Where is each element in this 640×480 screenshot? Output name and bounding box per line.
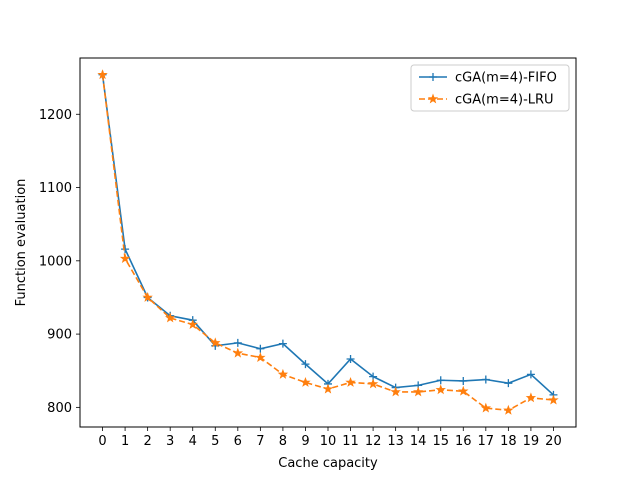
y-tick-label: 1200 [39, 108, 72, 123]
y-axis-ticks: 800 900 1000 1100 1200 [39, 108, 80, 416]
x-tick-label: 1 [121, 434, 129, 449]
x-tick-label: 8 [279, 434, 287, 449]
x-tick-label: 9 [301, 434, 309, 449]
x-tick-label: 0 [98, 434, 106, 449]
data-point-series-1 [256, 344, 265, 353]
data-point-series-1 [526, 370, 535, 379]
data-point-series-2 [300, 376, 311, 387]
data-point-series-2 [187, 319, 198, 329]
data-point-series-1 [459, 376, 468, 385]
legend-marker-2 [427, 93, 439, 104]
data-point-series-1 [436, 376, 445, 385]
data-point-series-1 [481, 375, 490, 384]
y-tick-label: 800 [47, 401, 72, 416]
x-tick-label: 18 [500, 434, 517, 449]
x-tick-label: 19 [523, 434, 540, 449]
series-layer [97, 69, 559, 415]
data-point-series-2 [390, 386, 401, 397]
x-tick-label: 16 [455, 434, 472, 449]
legend-label-2: cGA(m=4)-LRU [455, 93, 554, 108]
data-point-series-2 [480, 402, 492, 413]
x-tick-label: 14 [410, 434, 427, 449]
x-tick-label: 17 [478, 434, 495, 449]
data-point-series-2 [345, 376, 356, 387]
data-point-series-1 [121, 245, 130, 254]
y-axis-label: Function evaluation [14, 179, 29, 307]
y-tick-label: 1100 [39, 181, 72, 196]
legend-label-1: cGA(m=4)-FIFO [455, 71, 557, 86]
y-tick-label: 1000 [39, 254, 72, 269]
data-point-series-1 [301, 360, 310, 369]
data-point-series-2 [164, 312, 176, 323]
x-axis-label: Cache capacity [278, 456, 378, 471]
data-point-series-2 [458, 385, 469, 396]
x-tick-label: 7 [256, 434, 264, 449]
data-point-series-1 [233, 338, 242, 347]
data-point-series-2 [142, 291, 153, 302]
legend: cGA(m=4)-FIFO cGA(m=4)-LRU [410, 64, 570, 112]
x-tick-label: 4 [189, 434, 197, 449]
data-point-series-2 [367, 378, 379, 389]
data-point-series-2 [210, 337, 221, 348]
data-point-series-2 [232, 347, 244, 358]
x-tick-label: 20 [545, 434, 562, 449]
x-tick-label: 5 [211, 434, 219, 449]
data-point-series-2 [322, 383, 334, 394]
x-tick-label: 10 [320, 434, 337, 449]
legend-box [410, 64, 570, 112]
data-point-series-2 [435, 384, 446, 395]
x-tick-label: 6 [234, 434, 242, 449]
x-tick-label: 12 [365, 434, 382, 449]
data-point-series-2 [548, 394, 559, 405]
data-point-series-2 [412, 386, 424, 397]
data-point-series-2 [503, 404, 514, 415]
x-tick-label: 2 [143, 434, 151, 449]
data-point-series-1 [278, 339, 287, 348]
data-point-series-2 [97, 69, 108, 80]
x-tick-label: 3 [166, 434, 174, 449]
data-point-series-1 [346, 355, 355, 364]
x-tick-label: 15 [432, 434, 449, 449]
data-point-series-2 [119, 253, 131, 264]
data-point-series-2 [525, 392, 537, 403]
data-point-series-2 [255, 352, 266, 362]
x-axis-ticks: 0 1 2 3 4 5 6 7 8 9 10 11 12 13 14 15 16 17 18 19 20 [98, 427, 562, 449]
legend-marker-1 [429, 73, 437, 81]
x-tick-label: 11 [342, 434, 359, 449]
data-point-series-1 [504, 379, 513, 388]
data-point-series-2 [277, 368, 289, 379]
x-tick-label: 13 [387, 434, 404, 449]
y-tick-label: 900 [47, 328, 72, 343]
